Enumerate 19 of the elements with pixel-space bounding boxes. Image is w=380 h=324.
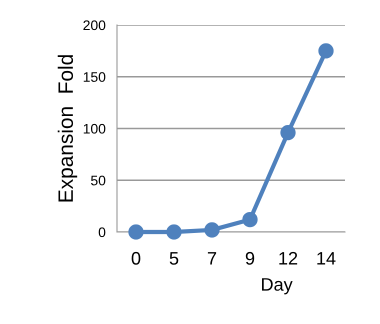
point: [204, 222, 220, 238]
x-tick-label: 9: [246, 252, 254, 265]
x-tick-label: 12: [279, 252, 298, 265]
x-tick-label: 5: [170, 252, 178, 265]
point: [280, 125, 296, 140]
x-tick-label: 7: [208, 252, 216, 265]
x-tick-label: 0: [132, 252, 140, 265]
y-tick-label: 200: [83, 20, 106, 30]
x-axis-title: Day: [262, 278, 293, 294]
y-tick-label: 0: [98, 227, 106, 238]
y-tick-label: 100: [84, 124, 106, 134]
point: [242, 212, 258, 228]
x-tick-label: 14: [317, 252, 336, 265]
y-axis-title: Expansion Fold: [58, 55, 78, 202]
y-tick-label: 50: [90, 176, 106, 186]
point: [128, 224, 144, 240]
y-tick-label: 150: [84, 72, 106, 82]
point: [318, 43, 334, 59]
point: [166, 224, 182, 240]
